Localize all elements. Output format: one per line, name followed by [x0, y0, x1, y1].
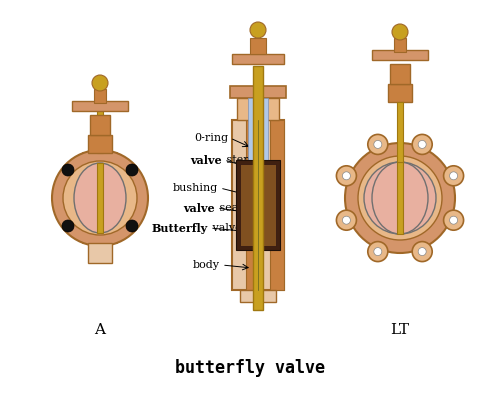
Text: A: A: [94, 323, 106, 337]
Circle shape: [418, 140, 426, 149]
Circle shape: [63, 161, 137, 235]
Text: Butterfly: Butterfly: [152, 223, 208, 234]
Text: bushing: bushing: [173, 183, 218, 193]
Bar: [72, 101, 128, 111]
Bar: [90, 115, 110, 135]
Bar: [240, 164, 276, 246]
Circle shape: [374, 247, 382, 256]
Circle shape: [444, 166, 464, 186]
Text: body: body: [193, 260, 220, 270]
Bar: [270, 120, 284, 290]
Circle shape: [412, 242, 432, 262]
Circle shape: [392, 24, 408, 40]
Bar: [246, 168, 270, 176]
Circle shape: [62, 220, 74, 232]
Circle shape: [368, 242, 388, 262]
Circle shape: [374, 140, 382, 149]
Circle shape: [52, 150, 148, 246]
Circle shape: [364, 162, 436, 234]
Circle shape: [336, 210, 356, 230]
Bar: [394, 38, 406, 52]
Circle shape: [368, 134, 388, 154]
Bar: [230, 86, 286, 98]
Circle shape: [62, 164, 74, 176]
Bar: [248, 98, 268, 178]
Bar: [97, 163, 103, 233]
Circle shape: [418, 247, 426, 256]
Text: seat: seat: [216, 203, 243, 213]
Circle shape: [92, 75, 108, 91]
Bar: [397, 102, 403, 162]
Text: stem: stem: [223, 155, 254, 165]
Text: LT: LT: [390, 323, 409, 337]
Text: valve: valve: [184, 203, 215, 214]
Circle shape: [345, 143, 455, 253]
Bar: [94, 89, 106, 103]
Text: valve: valve: [190, 154, 222, 165]
Bar: [397, 162, 403, 234]
Bar: [83, 153, 117, 243]
Bar: [88, 135, 112, 153]
Circle shape: [358, 156, 442, 240]
Circle shape: [336, 166, 356, 186]
Bar: [250, 38, 266, 54]
Text: valve: valve: [209, 223, 242, 233]
Bar: [237, 98, 279, 120]
Bar: [232, 120, 284, 290]
Circle shape: [450, 216, 458, 224]
Circle shape: [342, 172, 350, 180]
Circle shape: [450, 172, 458, 180]
Ellipse shape: [74, 163, 126, 233]
Bar: [390, 64, 410, 84]
Bar: [97, 93, 103, 153]
Circle shape: [126, 220, 138, 232]
Text: 0-ring: 0-ring: [194, 133, 228, 143]
Circle shape: [342, 216, 350, 224]
Circle shape: [444, 210, 464, 230]
Circle shape: [250, 22, 266, 38]
Circle shape: [412, 134, 432, 154]
Bar: [232, 54, 284, 64]
Text: butterfly valve: butterfly valve: [175, 359, 325, 377]
Bar: [372, 50, 428, 60]
Bar: [388, 84, 412, 102]
Bar: [240, 290, 276, 302]
Bar: [253, 66, 263, 310]
Ellipse shape: [372, 162, 428, 234]
Bar: [88, 243, 112, 263]
Bar: [246, 120, 260, 290]
Bar: [255, 162, 261, 248]
Bar: [236, 160, 280, 250]
Circle shape: [126, 164, 138, 176]
